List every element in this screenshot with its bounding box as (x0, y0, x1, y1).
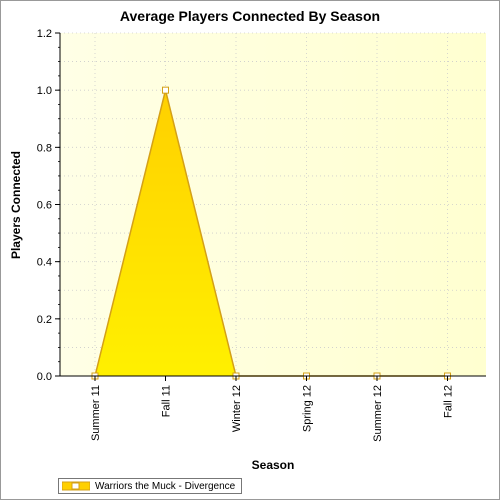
y-tick-label: 0.2 (37, 314, 52, 326)
x-tick-label: Summer 12 (372, 385, 384, 442)
x-tick-label: Spring 12 (302, 385, 314, 432)
y-tick-label: 1.0 (37, 85, 52, 97)
data-point (162, 86, 169, 94)
y-tick-label: 1.2 (37, 28, 52, 40)
legend-label: Warriors the Muck - Divergence (95, 480, 236, 492)
x-tick-label: Fall 11 (161, 385, 173, 417)
y-tick-label: 0.6 (37, 200, 52, 212)
chart-title: Average Players Connected By Season (119, 8, 381, 24)
y-tick-label: 0.8 (37, 142, 52, 154)
legend: Warriors the Muck - Divergence (58, 478, 243, 494)
y-tick-label: 0.4 (37, 257, 52, 269)
x-tick-label: Fall 12 (443, 385, 455, 418)
x-tick-label: Summer 11 (90, 385, 102, 441)
legend-swatch (62, 481, 90, 491)
y-tick-label: 0.0 (37, 371, 52, 383)
x-tick-label: Winter 12 (231, 385, 243, 432)
x-axis-title: Season (251, 458, 295, 472)
